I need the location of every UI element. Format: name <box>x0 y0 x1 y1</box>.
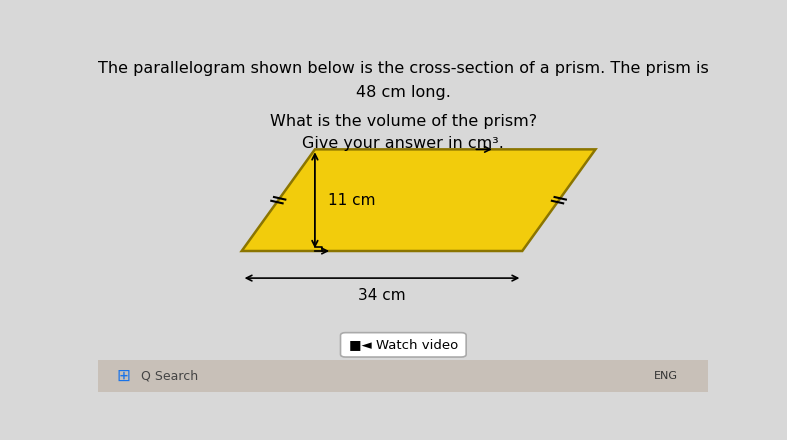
Text: 48 cm long.: 48 cm long. <box>356 85 451 100</box>
Text: ⊞: ⊞ <box>116 367 131 385</box>
Text: What is the volume of the prism?: What is the volume of the prism? <box>270 114 537 129</box>
Text: Q Search: Q Search <box>141 370 198 382</box>
Text: ■◄ Watch video: ■◄ Watch video <box>349 338 458 352</box>
Text: ENG: ENG <box>654 371 678 381</box>
Text: 34 cm: 34 cm <box>358 288 406 303</box>
Text: 11 cm: 11 cm <box>328 193 376 208</box>
Text: Give your answer in cm³.: Give your answer in cm³. <box>302 136 504 151</box>
FancyBboxPatch shape <box>341 333 466 357</box>
FancyBboxPatch shape <box>98 360 708 392</box>
Polygon shape <box>242 149 596 251</box>
Text: The parallelogram shown below is the cross-section of a prism. The prism is: The parallelogram shown below is the cro… <box>98 61 709 76</box>
